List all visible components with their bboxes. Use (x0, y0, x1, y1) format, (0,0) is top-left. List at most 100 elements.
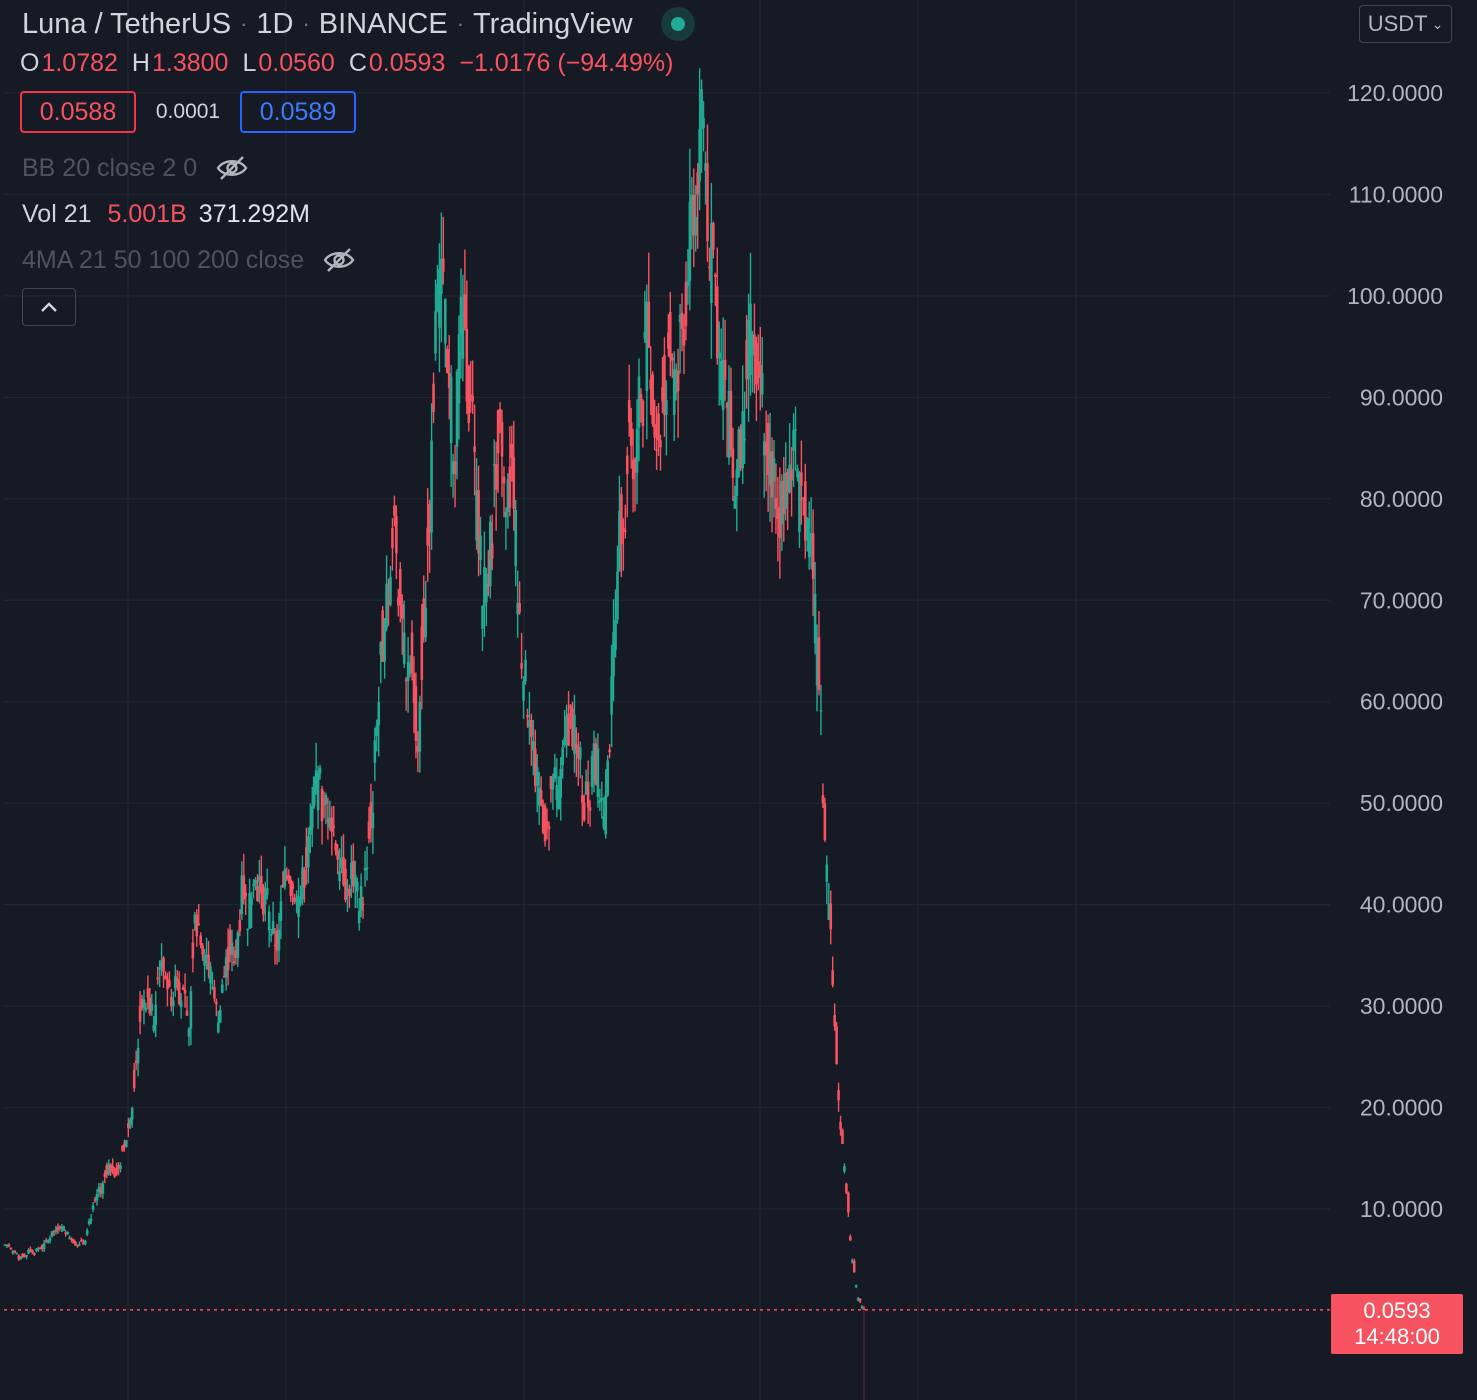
candle-body (741, 411, 744, 469)
price-axis-tick-label: 80.0000 (1360, 486, 1443, 512)
candle-body (387, 602, 390, 605)
candle-body (512, 457, 516, 509)
candle-body (860, 1306, 864, 1308)
buy-button[interactable]: 0.0589 (240, 91, 356, 133)
candle-body (252, 884, 255, 886)
candle-body (316, 773, 320, 811)
candle-body (13, 1250, 17, 1254)
candle-body (238, 920, 242, 932)
candle-body (473, 446, 476, 452)
candle-body (373, 740, 377, 763)
candle-body (91, 1205, 95, 1210)
candle-body (733, 495, 737, 509)
candle-body (367, 821, 371, 839)
close-label: C (348, 48, 367, 77)
price-axis-tick-label: 50.0000 (1360, 790, 1443, 816)
candle-body (633, 458, 637, 473)
candle-body (500, 421, 504, 457)
collapse-legend-button[interactable] (22, 288, 76, 326)
candle-body (7, 1244, 11, 1247)
candle-body (463, 294, 467, 329)
candle-body (101, 1183, 105, 1194)
candle-body (850, 1260, 854, 1263)
candle-body (271, 920, 275, 935)
candle-body (340, 857, 343, 869)
candle-body (377, 702, 381, 726)
candle-body (228, 930, 232, 955)
candle-body (825, 864, 829, 882)
candle-body (667, 332, 670, 349)
candle-body (215, 1001, 218, 1005)
candle-body (706, 163, 709, 242)
interval-label[interactable]: 1D (256, 7, 294, 40)
candle-body (541, 804, 545, 833)
candle-body (426, 527, 429, 546)
sell-button[interactable]: 0.0588 (20, 91, 136, 133)
candle-body (78, 1244, 81, 1246)
candle-body (612, 631, 615, 677)
market-open-status-icon[interactable] (660, 7, 695, 41)
separator-dot: · (456, 11, 465, 36)
candle-body (217, 1022, 220, 1033)
indicator-volume[interactable]: Vol 21 5.001B 371.292M (22, 198, 310, 230)
candle-body (203, 955, 206, 966)
candle-body (596, 748, 600, 798)
candle-body (218, 1009, 222, 1023)
price-axis-tick-label: 20.0000 (1360, 1095, 1443, 1121)
candle-body (807, 540, 811, 558)
symbol-name[interactable]: Luna / TetherUS (22, 7, 232, 40)
indicator-bb[interactable]: BB 20 close 2 0 (22, 152, 249, 184)
eye-hidden-icon[interactable] (215, 154, 249, 182)
candle-body (320, 788, 324, 822)
candle-body (220, 984, 224, 993)
candle-body (798, 472, 801, 532)
candle-body (146, 988, 150, 998)
candle-body (406, 661, 410, 682)
buy-sell-panel: 0.0588 0.0001 0.0589 (20, 91, 356, 133)
currency-selector[interactable]: USDT ⌄ (1359, 5, 1452, 43)
candle-body (547, 826, 551, 830)
candle-body (89, 1218, 93, 1221)
candle-body (158, 967, 161, 970)
candle-body (314, 770, 318, 788)
candle-body (242, 875, 246, 900)
candle-body (598, 800, 602, 803)
candle-body (430, 440, 433, 533)
candle-body (565, 715, 568, 738)
candle-body (138, 1005, 142, 1022)
candle-body (31, 1250, 34, 1253)
candle-body (442, 258, 445, 272)
candle-body (355, 881, 359, 892)
candle-body (285, 876, 289, 878)
candle-body (111, 1165, 114, 1171)
candle-body (420, 626, 424, 680)
candle-body (776, 508, 780, 520)
candle-body (72, 1239, 75, 1244)
candle-body (629, 422, 633, 446)
candle-body (747, 319, 750, 380)
candle-body (383, 618, 386, 662)
candle-body (735, 469, 739, 496)
candle-body (849, 1236, 852, 1241)
candle-body (408, 663, 412, 674)
candle-body (614, 620, 617, 651)
candle-body (522, 681, 525, 701)
symbol-header[interactable]: Luna / TetherUS · 1D · BINANCE · Trading… (22, 6, 695, 42)
candle-body (305, 847, 308, 868)
eye-hidden-icon[interactable] (322, 246, 356, 274)
close-value: 0.0593 (368, 48, 446, 77)
indicator-ma[interactable]: 4MA 21 50 100 200 close (22, 244, 356, 276)
candle-body (44, 1240, 48, 1242)
candle-body (766, 423, 770, 476)
candle-body (121, 1145, 124, 1151)
candle-body (205, 954, 208, 957)
candle-body (395, 515, 398, 554)
candle-body (156, 977, 159, 980)
candle-body (371, 812, 375, 829)
candle-body (87, 1220, 91, 1224)
candle-body (201, 945, 204, 955)
price-axis-tick-label: 90.0000 (1360, 384, 1443, 410)
candle-body (136, 1047, 140, 1064)
candle-body (185, 1010, 189, 1016)
